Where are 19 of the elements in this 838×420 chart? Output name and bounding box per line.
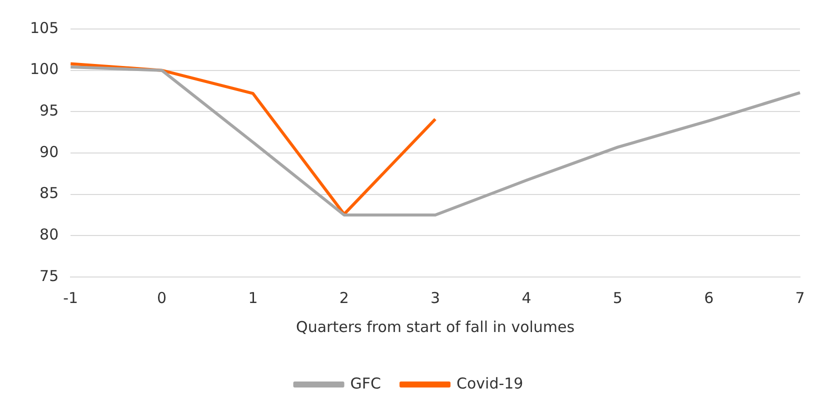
- y-tick-label: 100: [30, 60, 59, 78]
- y-tick-label: 75: [40, 266, 59, 285]
- x-axis-title: Quarters from start of fall in volumes: [296, 318, 575, 336]
- x-tick-label: 0: [157, 288, 167, 307]
- legend-label: GFC: [350, 374, 382, 392]
- y-tick-label: 85: [40, 184, 59, 202]
- y-tick-label: 105: [30, 18, 59, 37]
- x-tick-label: 5: [612, 288, 622, 307]
- x-tick-label: 3: [430, 288, 440, 307]
- x-tick-label: 2: [339, 288, 349, 307]
- x-tick-label: 7: [795, 288, 805, 307]
- x-tick-label: 6: [704, 288, 714, 307]
- x-tick-label: -1: [63, 288, 78, 307]
- y-tick-label: 95: [40, 102, 59, 120]
- y-tick-label: 80: [40, 226, 59, 244]
- y-tick-label: 90: [40, 142, 59, 161]
- x-tick-label: 1: [248, 288, 258, 307]
- legend-label: Covid-19: [456, 374, 524, 392]
- x-tick-label: 4: [522, 288, 532, 307]
